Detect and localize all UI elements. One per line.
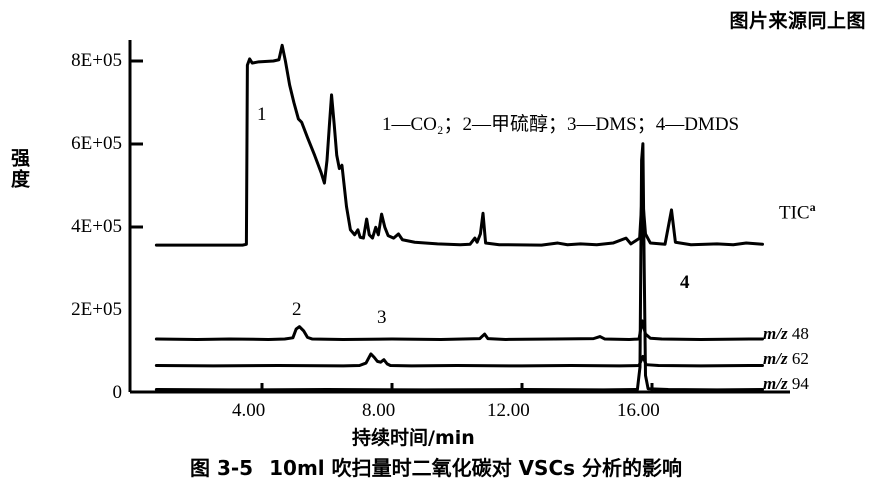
peak-label-3: 3 <box>377 307 387 328</box>
trace-tic <box>154 43 764 247</box>
mz-value: 94 <box>791 374 809 393</box>
trace-label-tic: TICa <box>779 200 816 224</box>
x-tick-label-4: 4.00 <box>232 400 266 421</box>
trace-mz62 <box>154 352 764 368</box>
figure-caption-text: 10ml 吹扫量时二氧化碳对 VSCs 分析的影响 <box>269 456 682 480</box>
y-tick-label-2e05: 2E+05 <box>71 299 122 320</box>
trace-mz94 <box>154 142 764 392</box>
mz-prefix: m/z <box>763 374 788 393</box>
x-tick-label-8: 8.00 <box>362 400 396 421</box>
peak-label-2: 2 <box>292 299 302 320</box>
trace-mz48 <box>154 319 764 341</box>
trace-label-mz62: m/z 62 <box>763 349 809 369</box>
trace-label-tic-superscript: a <box>809 200 816 214</box>
trace-label-tic-text: TIC <box>779 202 810 224</box>
trace-label-mz94: m/z 94 <box>763 374 809 394</box>
x-tick-label-12: 12.00 <box>487 400 530 421</box>
traces-group <box>154 43 764 392</box>
y-tick-label-4e05: 4E+05 <box>71 216 122 237</box>
figure-caption: 图 3-5 10ml 吹扫量时二氧化碳对 VSCs 分析的影响 <box>0 452 872 481</box>
mz-value: 62 <box>791 349 809 368</box>
x-tick-label-16: 16.00 <box>617 400 660 421</box>
x-axis-title: 持续时间/min <box>352 427 475 449</box>
y-tick-label-8e05: 8E+05 <box>71 50 122 71</box>
peak-label-1: 1 <box>257 104 267 125</box>
mz-value: 48 <box>791 324 809 343</box>
y-axis-ticks <box>130 59 143 229</box>
y-tick-label-6e05: 6E+05 <box>71 133 122 154</box>
peak-label-4: 4 <box>680 272 690 293</box>
mz-prefix: m/z <box>763 324 788 343</box>
y-axis-title: 强度 <box>8 148 30 190</box>
legend-text: 1—CO₂；2—甲硫醇；3—DMS；4—DMDS <box>382 114 740 135</box>
y-tick-label-0: 0 <box>112 382 123 403</box>
mz-prefix: m/z <box>763 349 788 368</box>
source-note: 图片来源同上图 <box>729 10 866 32</box>
figure-number: 图 3-5 <box>190 456 254 480</box>
trace-label-mz48: m/z 48 <box>763 324 809 344</box>
